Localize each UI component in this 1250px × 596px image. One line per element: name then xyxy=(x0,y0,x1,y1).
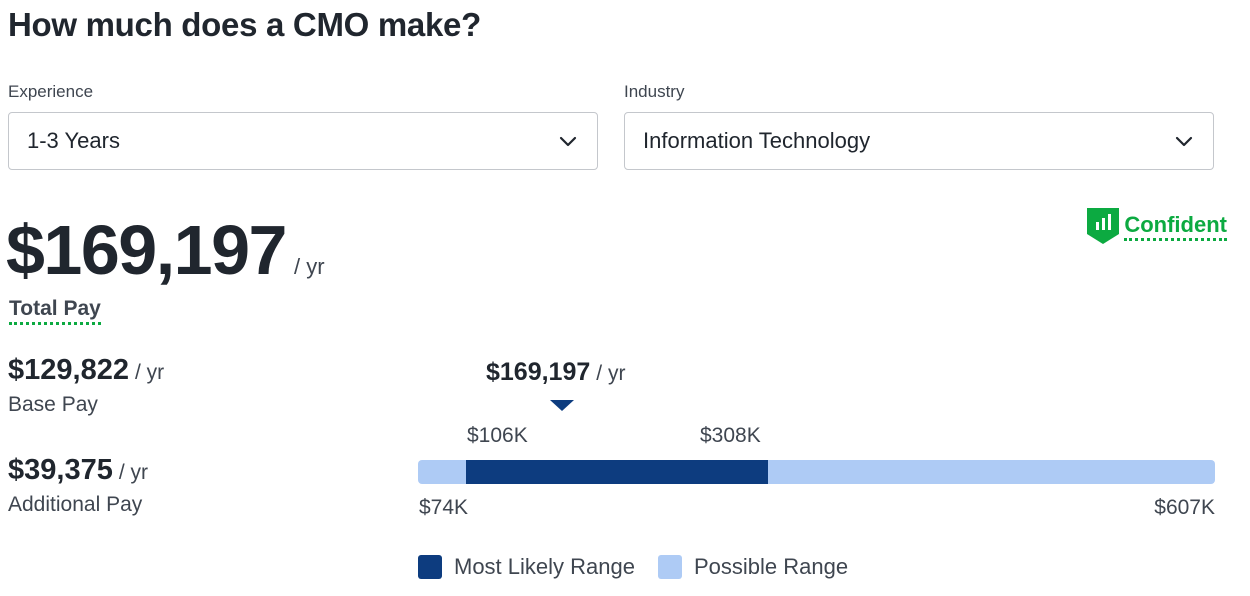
likely-high-label: $308K xyxy=(700,424,761,447)
bar-chart-shield-icon xyxy=(1087,208,1120,244)
base-pay: $129,822 / yr Base Pay xyxy=(8,354,164,417)
median-unit: / yr xyxy=(596,362,626,385)
legend-likely: Most Likely Range xyxy=(418,554,635,580)
additional-pay-unit: / yr xyxy=(118,461,148,484)
likely-low-label: $106K xyxy=(467,424,528,447)
industry-value: Information Technology xyxy=(643,128,871,153)
median-arrow-icon xyxy=(550,400,574,411)
base-pay-amount: $129,822 xyxy=(8,354,129,386)
total-pay-label[interactable]: Total Pay xyxy=(9,296,101,325)
legend-possible: Possible Range xyxy=(658,554,848,580)
additional-pay: $39,375 / yr Additional Pay xyxy=(8,454,148,517)
total-pay-unit: / yr xyxy=(293,254,325,279)
industry-select[interactable]: Information Technology xyxy=(624,112,1214,170)
possible-range-bar xyxy=(418,460,1215,484)
legend-likely-label: Most Likely Range xyxy=(454,554,635,579)
total-pay-amount: $169,197 xyxy=(6,211,287,289)
chevron-down-icon xyxy=(1175,136,1193,147)
additional-pay-label: Additional Pay xyxy=(8,493,143,516)
likely-range-bar xyxy=(466,460,768,484)
experience-select[interactable]: 1-3 Years xyxy=(8,112,598,170)
chevron-down-icon xyxy=(559,136,577,147)
total-pay: $169,197 / yr xyxy=(6,210,325,290)
possible-swatch xyxy=(658,555,682,579)
additional-pay-amount: $39,375 xyxy=(8,454,113,486)
likely-swatch xyxy=(418,555,442,579)
legend-possible-label: Possible Range xyxy=(694,554,849,579)
industry-label: Industry xyxy=(624,82,685,101)
experience-label: Experience xyxy=(8,82,94,101)
base-pay-unit: / yr xyxy=(134,361,165,384)
experience-value: 1-3 Years xyxy=(27,128,120,153)
median-marker: $169,197 / yr xyxy=(486,358,625,387)
confidence-badge[interactable]: Confident xyxy=(1087,208,1227,244)
median-amount: $169,197 xyxy=(486,358,591,386)
base-pay-label: Base Pay xyxy=(8,393,98,416)
possible-low-label: $74K xyxy=(419,496,469,519)
page-title: How much does a CMO make? xyxy=(8,6,481,43)
possible-high-label: $607K xyxy=(1154,496,1215,519)
confidence-label: Confident xyxy=(1124,212,1227,241)
